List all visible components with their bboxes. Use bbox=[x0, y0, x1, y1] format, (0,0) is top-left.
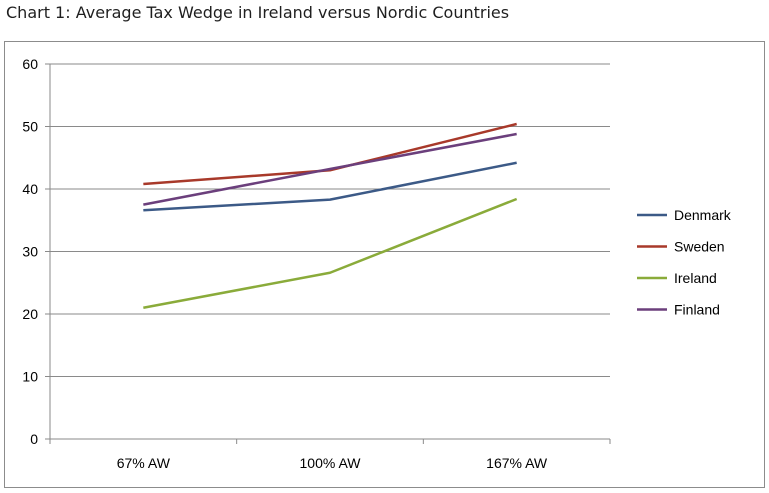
legend-item-sweden: Sweden bbox=[637, 239, 725, 255]
chart-frame bbox=[4, 41, 765, 488]
y-tick-label: 50 bbox=[22, 119, 38, 135]
series-lines bbox=[143, 122, 518, 309]
legend-item-finland: Finland bbox=[637, 302, 720, 318]
y-tick-label: 40 bbox=[22, 181, 38, 197]
legend-label: Ireland bbox=[674, 270, 717, 286]
series-line-finland bbox=[143, 132, 517, 206]
y-tick-label: 0 bbox=[30, 431, 38, 447]
x-tick-label: 67% AW bbox=[117, 455, 171, 471]
y-tick-label: 10 bbox=[22, 369, 38, 385]
y-tick-label: 20 bbox=[22, 306, 38, 322]
legend: Denmark Sweden Ireland Finland bbox=[637, 207, 732, 318]
x-tick-label: 167% AW bbox=[486, 455, 548, 471]
legend-label: Finland bbox=[674, 302, 720, 318]
y-tick-label: 30 bbox=[22, 244, 38, 260]
legend-item-denmark: Denmark bbox=[637, 207, 732, 223]
x-tick-labels: 67% AW 100% AW 167% AW bbox=[117, 455, 548, 471]
gridlines bbox=[50, 63, 610, 377]
y-tick-labels: 0 10 20 30 40 50 60 bbox=[22, 56, 38, 447]
series-line-ireland bbox=[143, 197, 518, 309]
y-tick-label: 60 bbox=[22, 56, 38, 72]
axes bbox=[45, 63, 611, 444]
legend-label: Sweden bbox=[674, 239, 725, 255]
series-line-denmark bbox=[143, 161, 517, 212]
legend-label: Denmark bbox=[674, 207, 732, 223]
legend-item-ireland: Ireland bbox=[637, 270, 717, 286]
chart-title: Chart 1: Average Tax Wedge in Ireland ve… bbox=[6, 3, 510, 22]
x-tick-label: 100% AW bbox=[300, 455, 362, 471]
